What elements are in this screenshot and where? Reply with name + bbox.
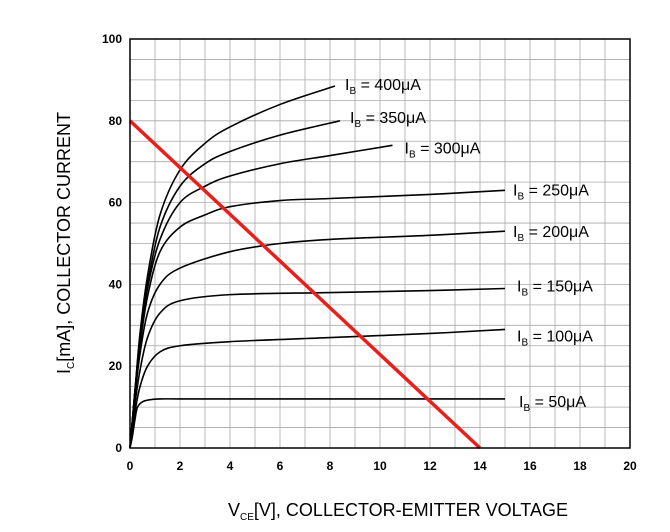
- curve-label-sub: B: [349, 86, 356, 97]
- curve-label-main: I: [405, 140, 409, 157]
- curve-label-rest: = 200μA: [524, 224, 589, 241]
- curve-label: IB = 100μA: [517, 328, 593, 348]
- y-axis-title-rest: [mA], COLLECTOR CURRENT: [54, 112, 74, 362]
- curve-label-sub: B: [521, 337, 528, 348]
- x-tick-label: 2: [177, 459, 184, 473]
- curve-label-main: I: [517, 278, 521, 295]
- y-tick-label: 60: [109, 196, 123, 210]
- y-axis-title: IC[mA], COLLECTOR CURRENT: [54, 112, 77, 374]
- curve-label-main: I: [519, 394, 523, 411]
- grid: [130, 39, 630, 448]
- curve-label-sub: B: [354, 119, 361, 130]
- curve-label-rest: = 300μA: [416, 140, 481, 157]
- x-tick-label: 20: [623, 459, 637, 473]
- curve-label-rest: = 100μA: [528, 328, 593, 345]
- curve-label-sub: B: [517, 191, 524, 202]
- curve-label-main: I: [517, 328, 521, 345]
- y-axis-title-sub: C: [66, 362, 77, 369]
- curve-label-main: I: [345, 77, 349, 94]
- x-axis-title-sub: CE: [240, 512, 254, 523]
- x-tick-label: 0: [127, 459, 134, 473]
- curve-label: IB = 350μA: [350, 110, 426, 130]
- x-tick-label: 8: [327, 459, 334, 473]
- curve-label: IB = 400μA: [345, 77, 421, 97]
- tick-labels: 0 2 4 6 8 10 12 14 16 18 20 0 20 40 60 80 100: [102, 32, 637, 473]
- y-tick-label: 0: [115, 441, 122, 455]
- curve-label-main: I: [513, 224, 517, 241]
- curve-label-main: I: [513, 182, 517, 199]
- x-tick-label: 4: [227, 459, 234, 473]
- x-axis-title: VCE[V], COLLECTOR-EMITTER VOLTAGE: [228, 500, 568, 523]
- curve-label: IB = 300μA: [405, 140, 481, 160]
- curve-label: IB = 200μA: [513, 224, 589, 244]
- y-tick-label: 40: [109, 277, 123, 291]
- ib-curve-0: [129, 398, 505, 449]
- x-tick-label: 6: [277, 459, 284, 473]
- x-tick-label: 10: [373, 459, 387, 473]
- y-axis-title-main: I: [54, 369, 74, 374]
- x-tick-label: 14: [473, 459, 487, 473]
- load-line: [128, 119, 482, 450]
- x-axis-title-rest: [V], COLLECTOR-EMITTER VOLTAGE: [254, 500, 568, 520]
- y-tick-label: 100: [102, 32, 122, 46]
- x-tick-label: 18: [573, 459, 587, 473]
- y-tick-label: 20: [109, 359, 123, 373]
- plot-frame: [129, 38, 631, 449]
- curve-label: IB = 250μA: [513, 182, 589, 202]
- curve-label-sub: B: [517, 233, 524, 244]
- x-tick-label: 16: [523, 459, 537, 473]
- curve-label-sub: B: [409, 149, 416, 160]
- curves: [128, 85, 506, 450]
- curve-label-sub: B: [523, 403, 530, 414]
- curve-label: IB = 50μA: [519, 394, 586, 414]
- curve-label-main: I: [350, 110, 354, 127]
- x-tick-label: 12: [423, 459, 437, 473]
- y-tick-label: 80: [109, 114, 123, 128]
- curve-label-rest: = 50μA: [530, 394, 586, 411]
- x-axis-title-main: V: [228, 500, 240, 520]
- curve-label-sub: B: [521, 287, 528, 298]
- ib-curve-7: [129, 85, 336, 449]
- curve-label-rest: = 350μA: [361, 110, 426, 127]
- curve-label-rest: = 250μA: [524, 182, 589, 199]
- curve-label: IB = 150μA: [517, 278, 593, 298]
- curve-label-rest: = 150μA: [528, 278, 593, 295]
- ib-curve-1: [129, 328, 506, 449]
- curve-label-rest: = 400μA: [356, 77, 421, 94]
